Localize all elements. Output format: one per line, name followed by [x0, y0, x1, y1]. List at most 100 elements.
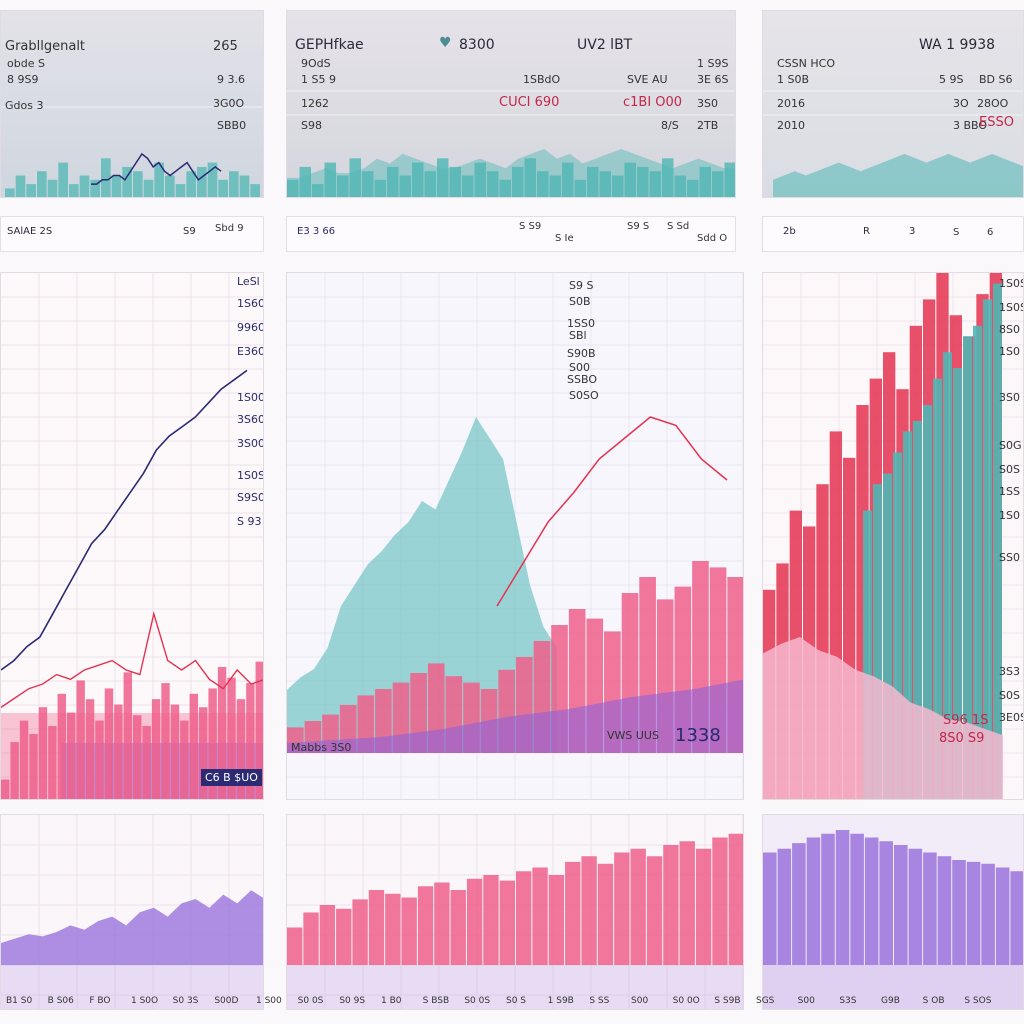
bar	[763, 852, 777, 965]
bar	[863, 510, 872, 799]
stat-strip-right: 2b R 3 S 6	[762, 216, 1024, 252]
bar	[1, 779, 10, 799]
bar	[630, 848, 646, 965]
bar	[29, 734, 38, 799]
bar	[562, 162, 574, 197]
bar	[95, 720, 104, 799]
bar	[963, 336, 972, 799]
bar	[246, 683, 255, 799]
top-right-panel: WA 1 9938 CSSN HCO 5 9S BD S6 1 S0B 3O 2…	[762, 10, 1024, 198]
tick-label: S00	[797, 996, 815, 1006]
bar	[792, 843, 806, 965]
label: c1BI O00	[623, 95, 683, 110]
bar	[180, 720, 189, 799]
heart-icon: ♥	[439, 35, 452, 51]
axis-label: S0S	[999, 689, 1020, 702]
bar	[38, 707, 48, 799]
tick-label: SGS	[756, 996, 775, 1006]
bar	[401, 897, 417, 965]
footer-label: VWS UUS	[607, 729, 659, 742]
bar	[893, 452, 902, 799]
label: Sdd O	[697, 233, 728, 244]
footer-value: 1338	[675, 725, 721, 746]
bar	[47, 179, 58, 197]
label: R	[863, 226, 870, 237]
bar	[597, 863, 614, 965]
bar	[864, 837, 879, 965]
axis-label: 1S0	[999, 345, 1020, 358]
bar	[90, 179, 100, 197]
bar	[624, 162, 636, 197]
bar	[142, 725, 151, 799]
bar	[474, 162, 486, 197]
label: 3	[909, 226, 916, 237]
bar	[973, 325, 982, 799]
label: 6	[987, 227, 994, 238]
band	[1, 965, 263, 1009]
bar	[524, 158, 536, 197]
label: ESSO	[979, 115, 1014, 130]
label: 3 BBO	[953, 119, 988, 132]
label: CSSN HCO	[777, 57, 835, 70]
axis-label: S0S	[999, 463, 1020, 476]
bar	[123, 672, 132, 799]
tick-label: S00	[631, 996, 649, 1006]
bar	[349, 158, 361, 197]
bar	[101, 158, 111, 197]
axis-label: 3S60	[237, 413, 264, 426]
series-line	[91, 152, 222, 185]
bar	[104, 688, 114, 799]
label: 8/S	[661, 119, 679, 132]
bar	[299, 166, 311, 197]
bar	[724, 162, 735, 197]
middle-right-panel: 1S0S 1S0S 8S0 1S0 3S0 S0G S0S 1SS 1S0 SS…	[762, 272, 1024, 800]
footer-label: S96 1S	[943, 713, 989, 728]
bottom-left-chart	[1, 815, 263, 1009]
label: Sbd 9	[215, 223, 244, 234]
bar	[662, 158, 674, 197]
axis-label: 3S0	[999, 391, 1020, 404]
area	[773, 154, 1023, 197]
label: S9	[183, 226, 196, 237]
axis-label: 9960	[237, 321, 264, 334]
label: GEPHfkae	[295, 37, 364, 53]
tick-label: S SS	[589, 996, 610, 1006]
axis-label: SSBO	[567, 373, 597, 386]
stat-strip-left: SAlAE 2S S9 Sbd 9	[0, 216, 264, 252]
axis-label: SS0	[999, 551, 1020, 564]
axis-label: 1S0S	[999, 277, 1023, 290]
bar	[777, 848, 792, 965]
label: BD S6	[979, 73, 1013, 86]
bar	[574, 179, 586, 197]
bar	[499, 880, 515, 965]
bar	[69, 184, 79, 197]
tick-label: S0 9S	[339, 996, 366, 1006]
label: S Sd	[667, 221, 690, 232]
bar	[612, 175, 624, 197]
label: obde S	[7, 57, 45, 70]
label: S	[953, 227, 960, 238]
label: WA 1 9938	[919, 37, 996, 53]
bar	[923, 405, 932, 799]
axis-label: S0B	[569, 295, 591, 308]
label: 3G0O	[213, 97, 245, 110]
label: S Ie	[555, 233, 574, 244]
bar	[462, 175, 474, 197]
bar	[953, 368, 962, 799]
label: 9OdS	[301, 57, 331, 70]
bar	[207, 162, 218, 197]
bar	[1010, 871, 1023, 965]
bar	[368, 890, 385, 965]
bar	[537, 171, 549, 197]
middle-center-panel: S9 S S0B 1SS0 SBl S90B S00 SSBO S0SO Mab…	[286, 272, 744, 800]
bar	[143, 179, 154, 197]
bottom-right-chart	[763, 830, 1023, 1009]
bar	[303, 912, 319, 965]
bar	[937, 856, 952, 965]
bar	[399, 175, 411, 197]
bar	[151, 699, 161, 799]
bar	[165, 175, 175, 197]
axis-label: S90B	[567, 347, 596, 360]
bar	[487, 171, 499, 197]
